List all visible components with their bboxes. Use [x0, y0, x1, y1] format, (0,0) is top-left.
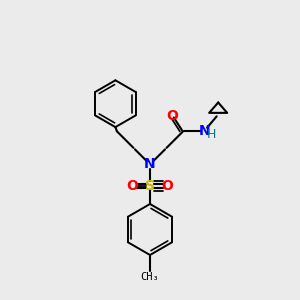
Text: N: N: [144, 158, 156, 171]
Text: N: N: [199, 124, 211, 138]
Text: H: H: [207, 128, 216, 141]
Text: CH₃: CH₃: [141, 272, 159, 282]
Text: O: O: [167, 109, 178, 123]
Text: O: O: [127, 179, 139, 193]
Text: O: O: [161, 179, 173, 193]
Text: S: S: [145, 179, 155, 193]
